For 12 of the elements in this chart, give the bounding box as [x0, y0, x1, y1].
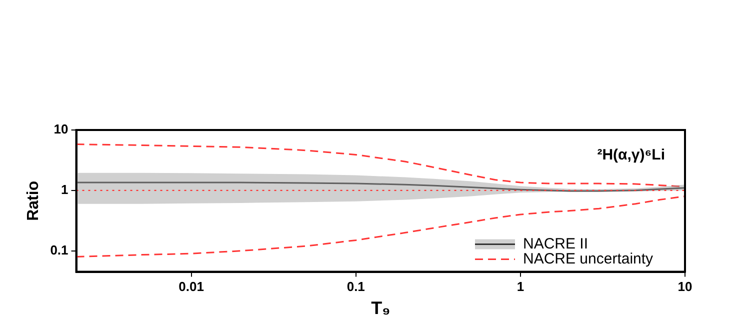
legend-label: NACRE uncertainty: [523, 250, 654, 268]
x-axis-title: T₉: [371, 298, 390, 318]
y-axis-title: Ratio: [25, 180, 42, 221]
x-tick-label: 0.1: [346, 279, 365, 294]
y-tick-label: 10: [54, 122, 68, 137]
legend-label: NACRE II: [523, 235, 588, 252]
annotation: ²H(α,γ)⁶Li: [597, 146, 665, 164]
y-tick-label: 0.1: [50, 242, 68, 258]
x-tick-label: 0.01: [178, 279, 204, 294]
y-tick-label: 1: [61, 182, 68, 197]
x-tick-label: 10: [678, 279, 692, 294]
x-tick-label: 1: [516, 279, 524, 294]
